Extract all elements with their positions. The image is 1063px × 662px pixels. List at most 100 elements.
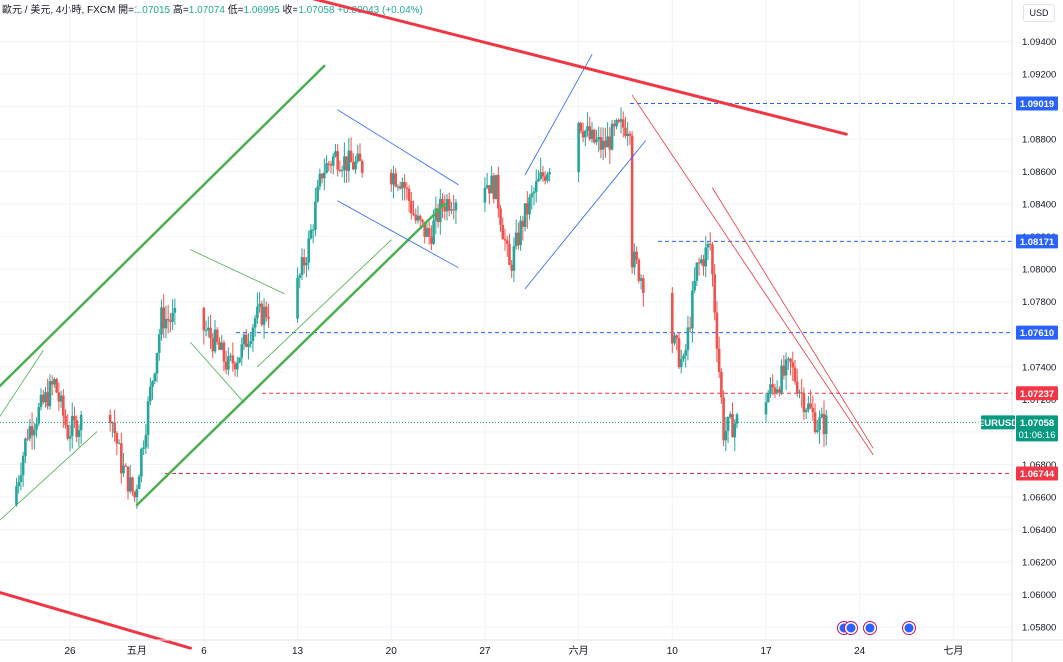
- candle-body: [309, 229, 313, 239]
- symbol-line: 歐元 / 美元, 4小時, FXCM: [2, 5, 116, 16]
- candle-body: [488, 185, 491, 194]
- candle-body: [398, 186, 402, 189]
- candle-body: [633, 251, 636, 268]
- candle-body: [166, 318, 170, 321]
- candle-body: [597, 137, 600, 140]
- trendline-red: [311, 0, 848, 136]
- time-tick-label: 24: [854, 646, 866, 657]
- candle-body: [606, 136, 609, 148]
- candle-body: [115, 432, 119, 444]
- level-price-tag-text: 1.08171: [1020, 237, 1055, 248]
- candle-body: [149, 386, 152, 402]
- candle-body: [412, 213, 415, 215]
- candle-body: [521, 220, 525, 227]
- level-price-tag-text: 1.09019: [1020, 99, 1054, 110]
- candle-body: [637, 259, 641, 281]
- candle-body: [720, 371, 723, 398]
- candle-body: [588, 126, 592, 140]
- candle-body: [160, 307, 163, 335]
- low-label: 低=: [227, 5, 244, 16]
- candle-body: [55, 379, 58, 393]
- price-tags: 1.09019 1.08171 1.07610 1.07237 1.06744 EURUS…: [978, 96, 1058, 481]
- candle-body: [253, 318, 257, 328]
- candle-body: [233, 363, 237, 370]
- candle-body: [50, 381, 54, 385]
- time-tick-label: 27: [479, 646, 491, 657]
- candle-body: [224, 361, 228, 370]
- candle-body: [24, 438, 27, 456]
- trendline-green: [0, 64, 326, 388]
- close-value: 1.07058: [298, 5, 335, 16]
- candle-body: [349, 150, 353, 163]
- candle-body: [724, 430, 728, 441]
- currency-button[interactable]: USD: [1023, 4, 1055, 22]
- candle-body: [44, 392, 47, 403]
- candle-body: [784, 359, 788, 376]
- candle-body: [624, 127, 627, 137]
- candle-body: [220, 342, 223, 350]
- candle-body: [17, 481, 20, 487]
- candle-body: [791, 362, 795, 368]
- candle-body: [133, 491, 136, 498]
- candle-body: [608, 136, 612, 150]
- candle-body: [635, 251, 638, 260]
- level-price-tag-text: 1.07610: [1020, 328, 1054, 339]
- candle-body: [824, 415, 828, 435]
- candle-body: [577, 122, 580, 173]
- open-value: 1.07015: [133, 5, 171, 16]
- candle-body: [242, 334, 246, 345]
- candle-body: [122, 465, 125, 474]
- candle-body: [526, 203, 529, 215]
- candle-body: [320, 173, 324, 179]
- candle-body: [671, 292, 674, 344]
- time-tick-label: 七月: [943, 645, 963, 657]
- candle-body: [238, 357, 241, 363]
- candle-body: [202, 307, 206, 331]
- candle-body: [354, 161, 357, 170]
- candle-body: [262, 306, 266, 325]
- candle-body: [15, 486, 18, 506]
- candle-body: [546, 174, 549, 181]
- price-tick-label: 1.07800: [1022, 297, 1056, 308]
- candle-body: [483, 187, 487, 203]
- candle-body: [592, 129, 596, 143]
- candle-body: [693, 280, 696, 291]
- candle-body: [735, 414, 739, 424]
- trend-drawings: [0, 0, 874, 650]
- time-tick-label: 6: [201, 646, 207, 657]
- candle-body: [131, 477, 134, 492]
- candle-body: [316, 186, 319, 202]
- candle-body: [613, 123, 616, 127]
- candle-body: [517, 232, 520, 246]
- time-axis: 26 五月 6 13 20 27 六月 10 17 24 七月: [0, 639, 1063, 657]
- candle-body: [715, 312, 719, 349]
- candle-body: [157, 334, 161, 353]
- candle-body: [514, 232, 518, 247]
- candle-body: [711, 244, 714, 275]
- candle-body: [782, 365, 786, 376]
- candle-body: [140, 448, 143, 477]
- trendline-red: [712, 187, 874, 449]
- candle-body: [256, 306, 259, 319]
- candle-body: [430, 236, 433, 244]
- candle-body: [445, 199, 449, 212]
- current-price-text: 1.07058: [1020, 418, 1054, 429]
- candle-body: [347, 150, 351, 171]
- candle-body: [323, 172, 326, 179]
- candle-body: [207, 327, 210, 331]
- candle-body: [407, 188, 411, 201]
- candle-body: [519, 220, 522, 246]
- candle-body: [621, 119, 625, 128]
- candle-body: [619, 119, 623, 122]
- candle-body: [530, 193, 534, 198]
- change-value: +0.00043 (+0.04%): [337, 5, 423, 16]
- candle-body: [579, 122, 583, 132]
- level-price-tag: [1016, 386, 1058, 401]
- candle-body: [244, 334, 248, 347]
- time-tick-label: 10: [667, 646, 679, 657]
- candle-body: [795, 381, 799, 394]
- candle-body: [820, 413, 824, 418]
- candle-body: [164, 318, 168, 329]
- candle-body: [222, 342, 226, 362]
